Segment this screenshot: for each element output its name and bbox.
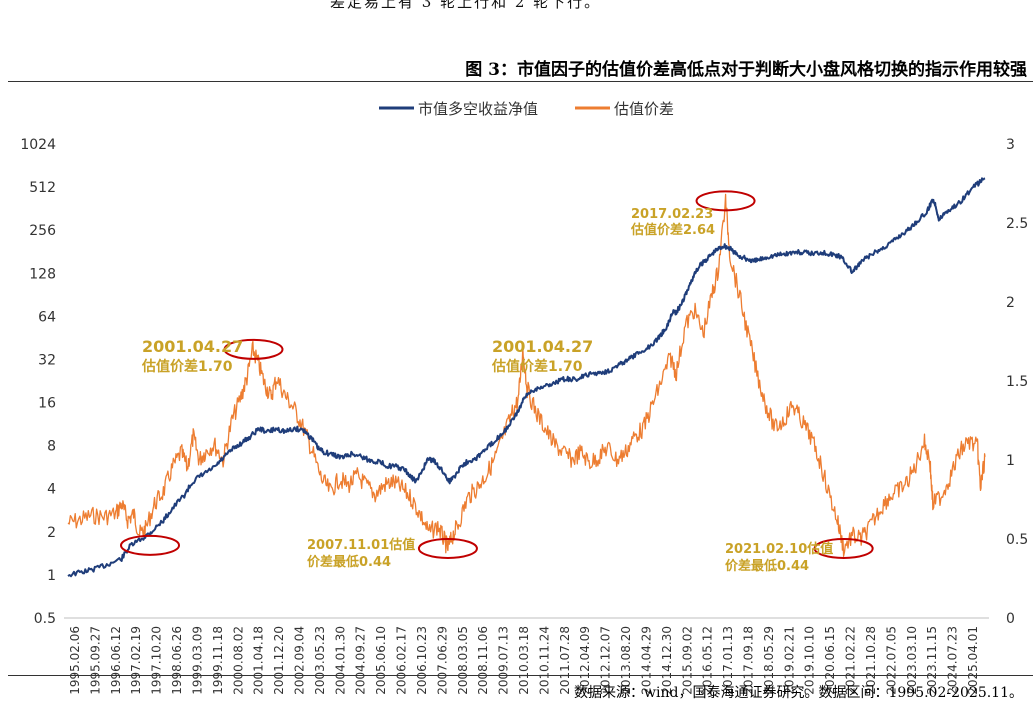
x-axis-tick-label: 1999.03.09: [190, 626, 204, 695]
x-axis-tick-label: 2002.09.04: [293, 626, 307, 695]
x-axis-tick-label: 1997.10.20: [150, 626, 164, 695]
x-axis-tick-label: 2021.10.28: [864, 626, 878, 695]
x-axis-tick-label: 2001.12.20: [272, 626, 286, 695]
legend-label-net-value: 市值多空收益净值: [418, 100, 538, 118]
annotation-value-label: 价差最低0.44: [307, 554, 391, 570]
x-axis-tick-label: 1996.06.12: [109, 626, 123, 695]
series-line-spread: [67, 193, 986, 557]
x-axis-tick-label: 2017.09.18: [742, 626, 756, 695]
left-axis-tick-label: 1024: [20, 137, 56, 153]
x-axis-tick-label: 2011.07.28: [558, 626, 572, 695]
x-axis-tick-label: 2023.11.15: [925, 626, 939, 695]
x-axis-tick-label: 2019.10.10: [803, 626, 817, 695]
x-axis-tick-label: 1997.02.19: [129, 626, 143, 695]
highlight-circle: [695, 190, 756, 212]
right-axis-tick-label: 2: [1006, 295, 1015, 311]
x-axis-tick-label: 2005.06.10: [374, 626, 388, 695]
x-axis-tick-label: 2015.09.02: [680, 626, 694, 695]
left-axis-tick-label: 64: [38, 309, 56, 325]
x-axis-tick-label: 1995.02.06: [68, 626, 82, 695]
x-axis-tick-label: 2008.03.05: [456, 626, 470, 695]
x-axis-tick-label: 2022.07.05: [884, 626, 898, 695]
x-axis-tick-label: 2023.03.10: [905, 626, 919, 695]
x-axis-tick-label: 2009.07.13: [497, 626, 511, 695]
annotation-date-label: 2007.11.01估值: [307, 537, 415, 553]
x-axis-tick-label: 2012.04.09: [578, 626, 592, 695]
left-axis-tick-label: 32: [38, 352, 56, 368]
title-divider: [8, 81, 1033, 82]
left-axis-tick-label: 128: [29, 266, 56, 282]
x-axis-tick-label: 2013.08.20: [619, 626, 633, 695]
x-axis-tick-label: 2010.03.18: [517, 626, 531, 695]
x-axis-tick-label: 2003.05.23: [313, 626, 327, 695]
x-axis-tick-label: 2019.02.21: [782, 626, 796, 695]
right-axis-tick-label: 2.5: [1006, 216, 1028, 232]
left-axis-tick-label: 512: [29, 180, 56, 196]
annotation-date-label: 2021.02.10估值: [725, 541, 833, 557]
right-axis-tick-label: 0.5: [1006, 532, 1028, 548]
right-axis-tick-label: 3: [1006, 137, 1015, 153]
left-axis-tick-label: 4: [47, 482, 56, 498]
x-axis-tick-label: 2014.12.30: [660, 626, 674, 695]
right-axis-tick-label: 1.5: [1006, 374, 1028, 390]
x-axis-tick-label: 2006.02.17: [395, 626, 409, 695]
left-axis-tick-label: 256: [29, 223, 56, 239]
highlight-circle: [223, 338, 284, 360]
x-axis-tick-label: 2017.01.13: [721, 626, 735, 695]
highlight-circle: [120, 534, 181, 556]
annotation-value-label: 价差最低0.44: [725, 558, 809, 574]
annotation-value-label: 估值价差2.64: [630, 222, 715, 238]
x-axis-tick-label: 2020.06.15: [823, 626, 837, 695]
annotation-date-label: 2001.04.27: [142, 337, 243, 356]
annotation-value-label: 估值价差1.70: [141, 358, 233, 375]
x-axis-tick-label: 1999.11.18: [211, 626, 225, 695]
x-axis-tick-label: 2021.02.22: [844, 626, 858, 695]
x-axis-tick-label: 2012.12.07: [599, 626, 613, 695]
left-axis-tick-label: 2: [47, 525, 56, 541]
x-axis-tick-label: 2010.11.24: [537, 626, 551, 695]
x-axis-tick-label: 2024.07.23: [946, 626, 960, 695]
left-axis-tick-label: 1: [47, 568, 56, 584]
x-axis-tick-label: 2016.05.12: [701, 626, 715, 695]
left-axis-tick-label: 0.5: [34, 611, 56, 627]
x-axis-tick-label: 2018.05.29: [762, 626, 776, 695]
legend-label-spread: 估值价差: [614, 100, 674, 118]
left-axis-tick-label: 8: [47, 439, 56, 455]
x-axis-tick-label: 2004.01.30: [333, 626, 347, 695]
highlight-circle: [813, 537, 874, 559]
annotation-date-label: 2001.04.27: [492, 337, 593, 356]
source-note: 数据来源：wind，国泰海通证券研究。数据区间：1995.02-2025.11。: [574, 685, 1023, 701]
figure-title: 图 3：市值因子的估值价差高低点对于判断大小盘风格切换的指示作用较强: [465, 60, 1027, 80]
left-axis-tick-label: 16: [38, 396, 56, 412]
x-axis-tick-label: 2006.10.23: [415, 626, 429, 695]
x-axis-tick-label: 2001.04.18: [252, 626, 266, 695]
x-axis-tick-label: 2000.08.02: [231, 626, 245, 695]
x-axis-tick-label: 2004.09.27: [354, 626, 368, 695]
x-axis-tick-label: 2014.04.29: [639, 626, 653, 695]
annotation-value-label: 估值价差1.70: [491, 358, 583, 375]
series-line-net-value: [67, 177, 986, 578]
intro-text-fragment: 差定易上有 3 轮上行和 2 轮下行。: [330, 0, 602, 11]
x-axis-tick-label: 1995.09.27: [88, 626, 102, 695]
footer-divider: [8, 675, 1033, 676]
x-axis-tick-label: 2007.06.29: [435, 626, 449, 695]
right-axis-tick-label: 1: [1006, 453, 1015, 469]
right-axis-tick-label: 0: [1006, 611, 1015, 627]
highlight-circle: [417, 537, 478, 559]
x-axis-tick-label: 1998.06.26: [170, 626, 184, 695]
x-axis-tick-label: 2008.11.06: [476, 626, 490, 695]
x-axis-tick-label: 2025.04.01: [966, 626, 980, 695]
annotation-date-label: 2017.02.23: [631, 207, 713, 222]
